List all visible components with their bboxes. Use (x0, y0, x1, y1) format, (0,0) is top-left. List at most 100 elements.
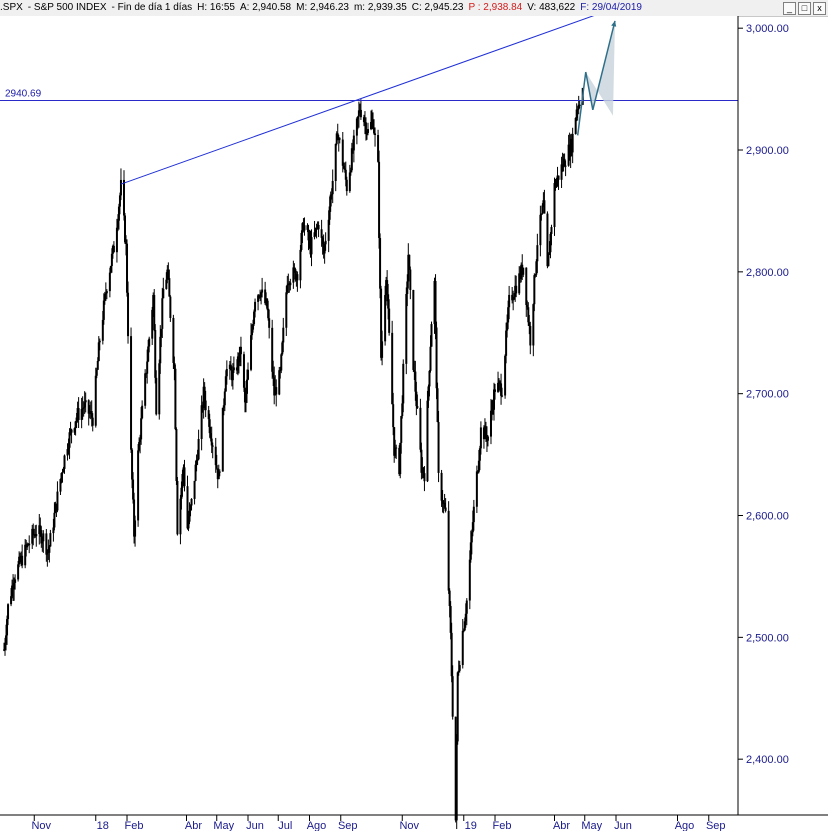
candle-body (478, 448, 481, 461)
candle-body (406, 281, 409, 294)
candle-body (28, 543, 31, 546)
candle-body (534, 274, 537, 276)
candle-body (174, 368, 177, 430)
candle-body (469, 542, 472, 560)
candle-body (19, 556, 22, 562)
candle-body (253, 311, 256, 325)
candle-body (110, 253, 113, 267)
candle-body (88, 413, 91, 415)
candle-body (532, 304, 535, 346)
candle-body (17, 564, 20, 580)
candle-body (556, 175, 559, 182)
candle-body (328, 206, 331, 220)
candle-body (549, 233, 552, 253)
x-tick-label: Abr (553, 820, 570, 831)
candle-body (267, 308, 270, 319)
candle-body (317, 224, 320, 230)
candle-body (442, 502, 445, 504)
candle-body (96, 361, 99, 370)
candle-body (80, 408, 83, 420)
candle-body (437, 422, 440, 473)
candle-body (144, 373, 147, 406)
candle-body (252, 324, 255, 330)
candle-body (244, 393, 247, 403)
maximize-button[interactable]: □ (798, 2, 811, 15)
candle-body (275, 387, 278, 395)
candle-body (175, 429, 178, 481)
candle-body (351, 148, 354, 151)
candle-body (73, 428, 76, 433)
candle-body (39, 525, 42, 531)
candle-body (211, 445, 214, 447)
candle-body (257, 295, 260, 302)
candle-body (194, 464, 197, 481)
x-tick-label: Nov (31, 820, 51, 831)
chart-title-bar: .SPX - S&P 500 INDEX - Fin de día 1 días H:… (0, 0, 828, 17)
price-chart[interactable]: 2940.69 2,400.00 2,500.00 2,600.00 2,700.00… (0, 16, 828, 831)
candle-body (115, 227, 118, 253)
candle-body (46, 550, 49, 555)
candle-body (147, 346, 150, 362)
x-tick-label: 19 (465, 820, 477, 831)
candle-body (210, 438, 213, 446)
candle-body (415, 391, 418, 407)
candle-body (343, 168, 346, 170)
candle-body (268, 318, 271, 328)
candle-body (525, 267, 528, 305)
candle-body (345, 179, 348, 192)
close-button[interactable]: x (813, 2, 826, 15)
candle-body (303, 225, 306, 231)
candle-body (105, 291, 108, 294)
candle-body (232, 367, 235, 371)
candle-body (564, 165, 567, 167)
candle-body (462, 630, 465, 632)
candle-body (352, 135, 355, 151)
resistance-trendline[interactable] (120, 16, 620, 185)
candle-body (188, 510, 191, 522)
candle-body (265, 298, 268, 304)
candle-body (527, 307, 530, 323)
candle-body (193, 480, 196, 499)
x-tick-label: May (581, 820, 602, 831)
candle-body (87, 400, 90, 414)
candle-body (505, 330, 508, 356)
candle-body (444, 507, 447, 511)
candle-body (195, 459, 198, 465)
candle-body (172, 317, 175, 363)
candle-body (117, 206, 120, 221)
candle-body (337, 138, 340, 141)
projection-path[interactable] (576, 20, 616, 136)
candle-body (122, 179, 125, 216)
candle-body (222, 405, 225, 408)
candle-body (309, 239, 312, 255)
candle-body (245, 379, 248, 394)
minimize-button[interactable]: _ (783, 2, 796, 15)
candle-body (261, 289, 264, 293)
candle-body (61, 472, 64, 474)
candle-body (493, 389, 496, 410)
candle-body (315, 227, 318, 229)
candle-body (463, 621, 466, 631)
candle-body (386, 280, 389, 295)
candle-body (134, 520, 137, 537)
candle-body (27, 544, 30, 546)
candle-body (94, 375, 97, 426)
candle-body (392, 404, 395, 428)
candle-body (40, 530, 43, 544)
date-value: F: 29/04/2019 (580, 2, 642, 13)
candle-body (335, 133, 338, 144)
horizontal-level-label: 2940.69 (5, 88, 42, 99)
candle-body (132, 479, 135, 500)
candle-body (165, 279, 168, 289)
candle-body (224, 376, 227, 392)
candle-body (59, 479, 62, 492)
candle-body (285, 292, 288, 328)
x-tick-label: Feb (125, 820, 144, 831)
candle-body (449, 606, 452, 633)
candle-body (116, 220, 119, 228)
candle-body (26, 544, 29, 548)
y-axis: 2,400.00 2,500.00 2,600.00 2,700.00 2,800.00… (737, 16, 789, 815)
candle-body (166, 269, 169, 280)
candle-body (155, 377, 158, 415)
candle-body (518, 273, 521, 294)
